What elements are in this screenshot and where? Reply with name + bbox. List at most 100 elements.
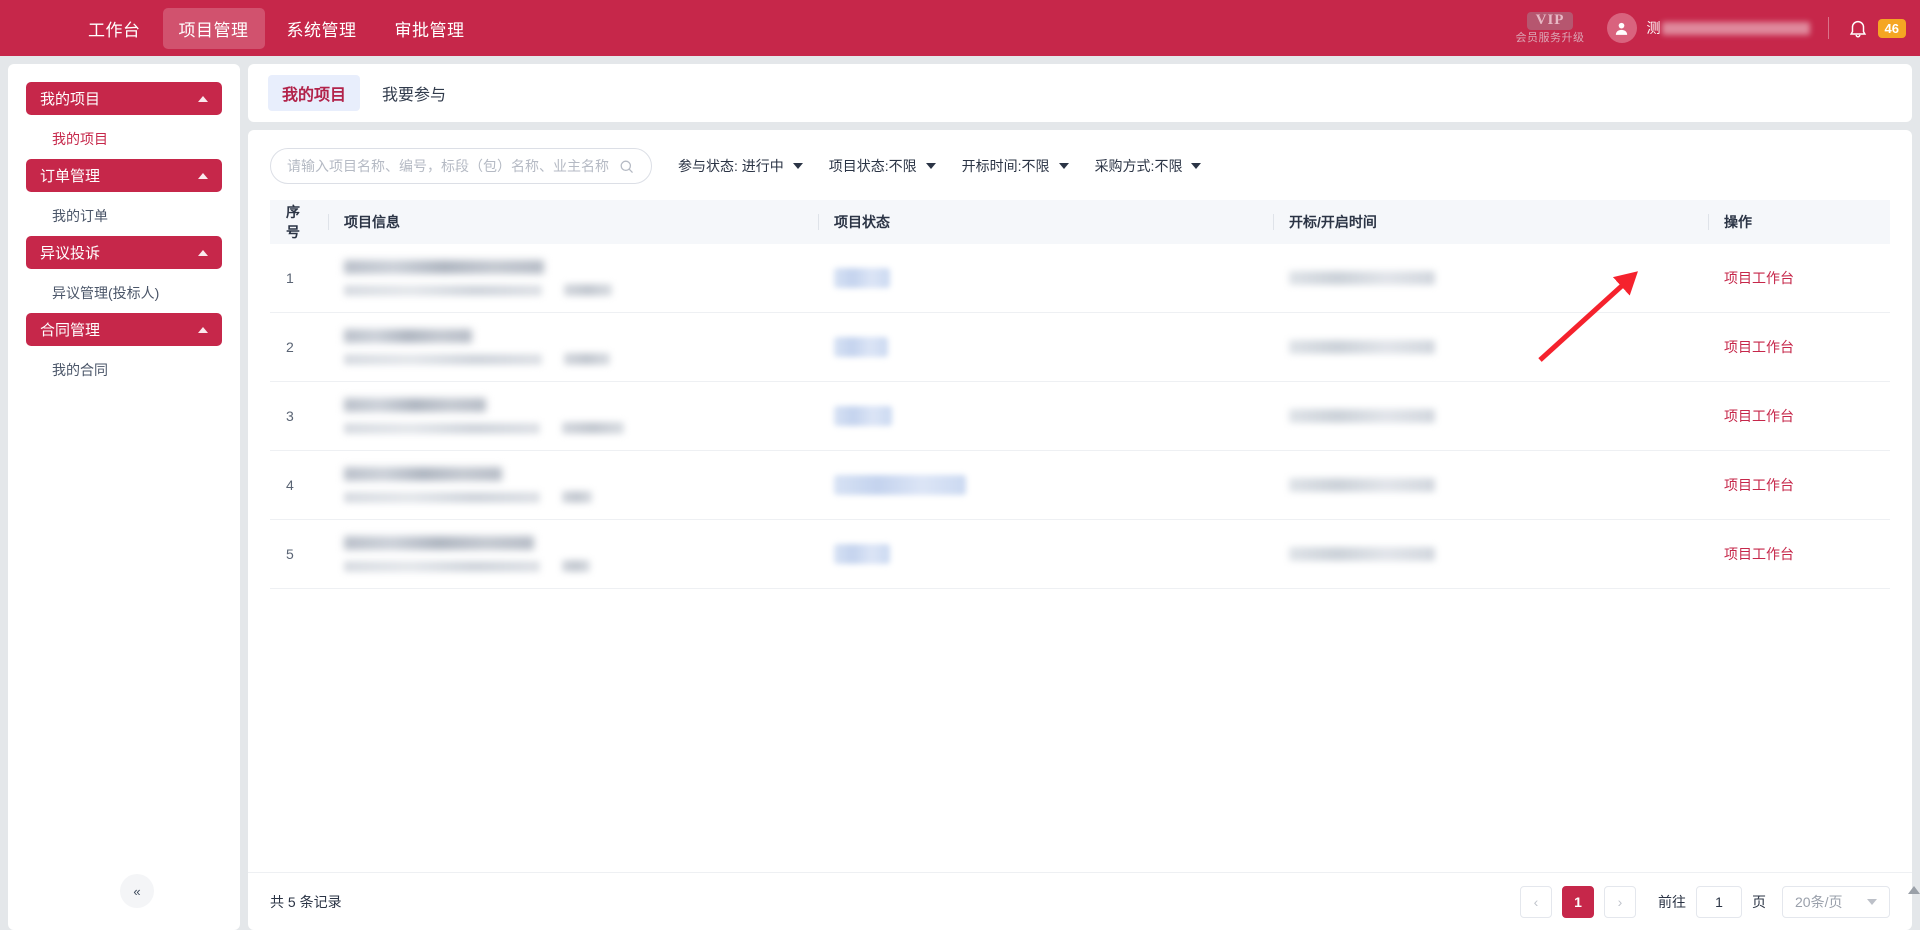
row-project-info[interactable] [328, 244, 818, 313]
project-tag-redacted [562, 422, 624, 434]
tab-i-want-to-participate[interactable]: 我要参与 [382, 87, 447, 104]
bell-icon [1849, 20, 1866, 38]
open-time-redacted [1289, 478, 1435, 492]
search-input[interactable] [287, 158, 618, 174]
status-badge-redacted [834, 475, 966, 495]
notifications-button[interactable]: 46 [1847, 17, 1906, 39]
row-index: 3 [270, 381, 328, 451]
project-sub-line [344, 422, 802, 434]
filter-procurement-method[interactable]: 采购方式:不限 [1095, 156, 1202, 176]
table-row[interactable]: 5 [270, 519, 1890, 589]
chevron-down-icon [1867, 898, 1877, 905]
row-project-info[interactable] [328, 381, 818, 451]
open-time-redacted [1289, 340, 1435, 354]
filter-label: 采购方式:不限 [1094, 158, 1183, 174]
sidebar-group-label: 订单管理 [40, 168, 101, 185]
page-size-select[interactable]: 20条/页 [1782, 885, 1890, 918]
sidebar-item-label: 我的合同 [52, 362, 108, 378]
project-tag-redacted [562, 560, 590, 572]
row-action: 项目工作台 [1708, 381, 1890, 451]
project-workbench-link[interactable]: 项目工作台 [1724, 339, 1794, 355]
sidebar: 我的项目 我的项目 订单管理 我的订单 异议投诉 异议管理(投标人) 合同管理 … [8, 64, 240, 930]
goto-prefix-label: 前往 [1658, 893, 1686, 910]
row-action: 项目工作台 [1708, 450, 1890, 520]
row-index: 4 [270, 450, 328, 520]
table-row[interactable]: 2 [270, 312, 1890, 382]
avatar[interactable] [1606, 13, 1637, 43]
row-open-time [1273, 312, 1708, 382]
pagination-page-1[interactable]: 1 [1562, 885, 1594, 918]
sidebar-item-my-projects[interactable]: 我的项目 [8, 119, 240, 159]
project-workbench-link[interactable]: 项目工作台 [1724, 408, 1794, 424]
sidebar-group-my-projects[interactable]: 我的项目 [26, 82, 222, 115]
project-name-redacted [344, 536, 534, 550]
sidebar-item-my-contracts[interactable]: 我的合同 [8, 350, 240, 390]
vip-upgrade-button[interactable]: VIP 会员服务升级 [1516, 12, 1585, 44]
main-nav-menu: 工作台 项目管理 系统管理 审批管理 [72, 7, 481, 49]
row-action: 项目工作台 [1708, 519, 1890, 589]
sidebar-item-my-orders[interactable]: 我的订单 [8, 196, 240, 236]
column-header-index: 序号 [270, 200, 328, 244]
user-name-redacted [1661, 21, 1810, 35]
row-project-status [818, 312, 1273, 382]
sidebar-collapse-button[interactable]: « [120, 874, 154, 908]
nav-item-workbench[interactable]: 工作台 [88, 20, 141, 40]
pagination-prev-button[interactable]: ‹ [1520, 885, 1552, 918]
filter-bid-opening-time[interactable]: 开标时间:不限 [962, 156, 1069, 176]
sidebar-group-objection-complaint[interactable]: 异议投诉 [26, 236, 222, 269]
table-row[interactable]: 4 [270, 450, 1890, 520]
row-action: 项目工作台 [1708, 244, 1890, 313]
project-sub-line [344, 284, 802, 296]
filter-label: 项目状态:不限 [828, 158, 917, 174]
total-records-label: 共 5 条记录 [270, 893, 342, 910]
pagination-next-button[interactable]: › [1604, 885, 1636, 918]
vip-badge-icon: VIP [1526, 12, 1574, 30]
sidebar-item-label: 异议管理(投标人) [52, 285, 160, 301]
search-icon[interactable] [618, 158, 635, 175]
main-content: 我的项目 我要参与 参与状态: 进行中 项目状态:不限 [248, 64, 1920, 930]
project-sub-line [344, 353, 802, 365]
sidebar-group-order-management[interactable]: 订单管理 [26, 159, 222, 192]
project-tag-redacted [564, 284, 612, 296]
sidebar-group-label: 合同管理 [40, 322, 101, 339]
project-tag-redacted [562, 491, 592, 503]
sidebar-item-objection-management[interactable]: 异议管理(投标人) [8, 273, 240, 313]
row-project-info[interactable] [328, 450, 818, 520]
search-box[interactable] [270, 148, 652, 184]
filter-label: 开标时间:不限 [961, 158, 1050, 174]
project-tag-redacted [564, 353, 610, 365]
user-name[interactable]: 测 [1647, 18, 1810, 38]
row-open-time [1273, 519, 1708, 589]
chevron-down-icon [792, 163, 803, 169]
top-bar-right-cluster: VIP 会员服务升级 测 46 [1516, 0, 1920, 56]
row-project-info[interactable] [328, 519, 818, 589]
filter-toolbar: 参与状态: 进行中 项目状态:不限 开标时间:不限 采购方式:不限 [248, 130, 1912, 200]
column-header-project-status: 项目状态 [818, 200, 1273, 244]
column-header-open-time: 开标/开启时间 [1273, 200, 1708, 244]
row-project-info[interactable] [328, 312, 818, 382]
sidebar-group-label: 我的项目 [40, 91, 101, 108]
nav-item-project-management[interactable]: 项目管理 [162, 7, 265, 49]
table-footer: 共 5 条记录 ‹ 1 › 前往 页 20条/页 [248, 872, 1912, 930]
chevron-up-icon [198, 172, 208, 179]
sidebar-group-contract-management[interactable]: 合同管理 [26, 313, 222, 346]
top-navigation-bar: 工作台 项目管理 系统管理 审批管理 VIP 会员服务升级 测 46 [0, 0, 1920, 56]
nav-item-system-management[interactable]: 系统管理 [286, 20, 357, 40]
open-time-redacted [1289, 409, 1435, 423]
chevron-up-icon [198, 249, 208, 256]
project-workbench-link[interactable]: 项目工作台 [1724, 546, 1794, 562]
double-chevron-left-icon: « [133, 883, 141, 899]
table-row[interactable]: 1 [270, 244, 1890, 313]
table-row[interactable]: 3 [270, 381, 1890, 451]
project-workbench-link[interactable]: 项目工作台 [1724, 270, 1794, 286]
scrollbar-up-arrow[interactable] [1908, 886, 1920, 894]
notification-count-badge: 46 [1877, 18, 1906, 38]
chevron-down-icon [925, 163, 936, 169]
nav-item-approval-management[interactable]: 审批管理 [394, 20, 465, 40]
filter-project-status[interactable]: 项目状态:不限 [829, 156, 936, 176]
page-size-value: 20条/页 [1795, 893, 1843, 910]
project-workbench-link[interactable]: 项目工作台 [1724, 477, 1794, 493]
filter-participation-status[interactable]: 参与状态: 进行中 [678, 156, 803, 176]
tab-my-projects[interactable]: 我的项目 [268, 75, 361, 111]
goto-page-input[interactable] [1696, 885, 1742, 918]
